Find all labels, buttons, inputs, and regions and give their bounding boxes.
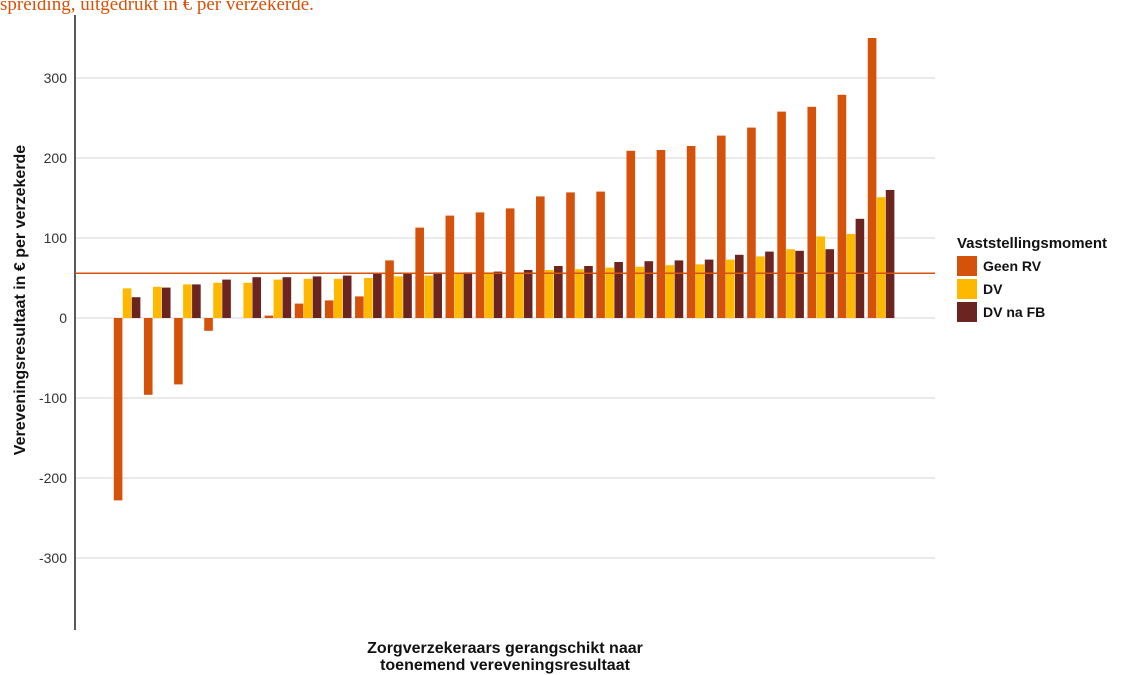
bar bbox=[786, 249, 795, 318]
bar bbox=[385, 260, 394, 318]
bar bbox=[756, 256, 765, 318]
bar bbox=[131, 297, 141, 318]
bar bbox=[243, 282, 253, 318]
bar bbox=[252, 277, 262, 318]
bar bbox=[644, 261, 654, 318]
bar bbox=[122, 288, 132, 318]
legend-swatch bbox=[957, 256, 977, 276]
bar bbox=[656, 150, 666, 318]
bar bbox=[204, 318, 213, 331]
bar bbox=[264, 315, 274, 318]
bar bbox=[837, 94, 847, 318]
y-tick-label: 0 bbox=[59, 310, 67, 326]
bar bbox=[364, 278, 373, 318]
bar bbox=[273, 279, 283, 318]
bar bbox=[113, 318, 123, 501]
bar bbox=[192, 284, 201, 318]
x-axis-label: Zorgverzekeraars gerangschikt naar bbox=[367, 640, 643, 657]
bar bbox=[475, 212, 485, 318]
bar bbox=[795, 250, 804, 318]
bar bbox=[403, 273, 412, 318]
y-tick-label: 300 bbox=[44, 70, 68, 86]
bar bbox=[635, 266, 645, 318]
bar bbox=[554, 266, 563, 318]
bar bbox=[394, 276, 403, 318]
bar bbox=[716, 135, 726, 318]
y-tick-label: 200 bbox=[44, 150, 68, 166]
bar bbox=[183, 284, 192, 318]
legend-swatch bbox=[957, 302, 977, 322]
bar bbox=[523, 270, 533, 318]
x-axis-label: toenemend vereveningsresultaat bbox=[380, 657, 631, 674]
bar bbox=[704, 259, 714, 318]
legend-label: DV na FB bbox=[983, 304, 1045, 320]
bar bbox=[342, 275, 352, 318]
bar bbox=[575, 269, 584, 318]
bar bbox=[324, 300, 334, 318]
bar bbox=[152, 286, 162, 318]
bar bbox=[765, 251, 774, 318]
bar bbox=[424, 275, 433, 318]
bar bbox=[596, 191, 605, 318]
y-tick-label: -200 bbox=[39, 470, 67, 486]
bar bbox=[303, 278, 313, 318]
bar bbox=[143, 318, 153, 395]
bar bbox=[885, 190, 895, 318]
bar bbox=[454, 273, 464, 318]
y-tick-label: 100 bbox=[44, 230, 68, 246]
bar bbox=[605, 267, 614, 318]
bar bbox=[777, 111, 786, 318]
bar bbox=[686, 146, 696, 318]
bar bbox=[222, 279, 231, 318]
bar bbox=[463, 272, 473, 318]
bar bbox=[373, 274, 382, 318]
bar bbox=[584, 266, 593, 318]
bar bbox=[846, 234, 856, 318]
bar bbox=[445, 215, 455, 318]
y-tick-label: -100 bbox=[39, 390, 67, 406]
bar bbox=[514, 272, 524, 318]
y-axis-label: Vereveningsresultaat in € per verzekerde bbox=[12, 145, 29, 455]
bar bbox=[825, 249, 835, 318]
bar bbox=[355, 296, 364, 318]
legend-label: DV bbox=[983, 281, 1003, 297]
bar bbox=[747, 127, 756, 318]
bar bbox=[674, 260, 684, 318]
bar bbox=[614, 262, 623, 318]
bar bbox=[855, 218, 865, 318]
bar bbox=[294, 303, 304, 318]
bar bbox=[536, 196, 545, 318]
legend-label: Geen RV bbox=[983, 258, 1042, 274]
bar bbox=[816, 236, 826, 318]
bar bbox=[433, 272, 442, 318]
bar bbox=[282, 277, 292, 318]
bar bbox=[695, 264, 705, 318]
bar bbox=[626, 150, 636, 318]
legend-swatch bbox=[957, 279, 977, 299]
bar bbox=[725, 259, 735, 318]
bar bbox=[161, 287, 171, 318]
bar bbox=[505, 208, 515, 318]
y-tick-label: -300 bbox=[39, 550, 67, 566]
bar bbox=[665, 265, 675, 318]
bar bbox=[484, 272, 494, 318]
bar bbox=[493, 271, 503, 318]
bar bbox=[807, 106, 817, 318]
bar bbox=[566, 192, 575, 318]
bar bbox=[876, 197, 886, 318]
bar bbox=[174, 318, 183, 385]
bar bbox=[312, 276, 322, 318]
bar bbox=[545, 270, 554, 318]
bar bbox=[213, 282, 222, 318]
bar bbox=[734, 254, 744, 318]
bar bbox=[867, 38, 877, 318]
caption: spreiding, uitgedrukt in € per verzekerd… bbox=[0, 0, 314, 15]
legend-title: Vaststellingsmoment bbox=[957, 235, 1107, 252]
bar bbox=[333, 278, 343, 318]
